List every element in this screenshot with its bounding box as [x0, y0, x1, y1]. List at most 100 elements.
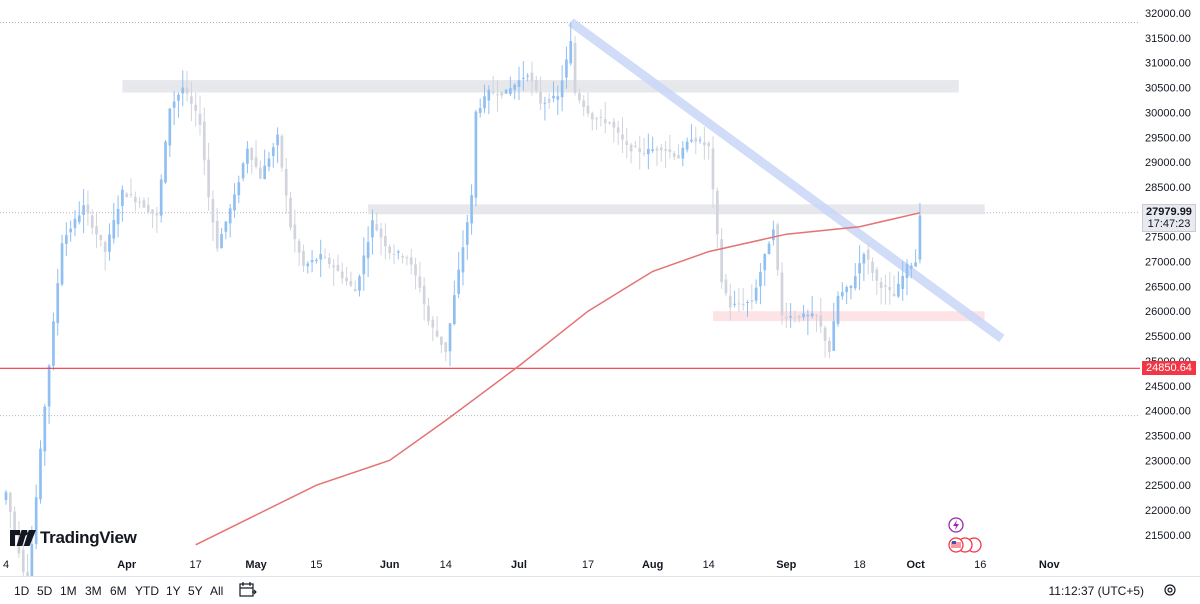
time-axis-tick-label: 4 — [3, 559, 9, 571]
time-axis-tick-label: 16 — [974, 559, 986, 571]
candle-body — [871, 261, 874, 274]
candle-body — [190, 96, 193, 104]
time-axis-tick-label: Apr — [117, 559, 137, 571]
candle-body — [909, 265, 913, 269]
range-all-button[interactable]: All — [210, 584, 224, 598]
candle-body — [121, 189, 124, 207]
tradingview-logo[interactable]: TradingView — [10, 527, 137, 549]
price-axis-tick-label: 29500.00 — [1145, 132, 1191, 144]
candle-body — [500, 91, 504, 96]
candle-body — [767, 243, 771, 255]
candle-body — [315, 259, 318, 261]
price-axis-tick-label: 23000.00 — [1145, 455, 1191, 467]
candle-body — [819, 315, 823, 327]
price-axis-tick-label: 32000.00 — [1145, 8, 1191, 20]
candle-body — [741, 303, 745, 306]
price-axis-tick-label: 24500.00 — [1145, 381, 1191, 393]
candle-body — [263, 165, 266, 179]
clock-timezone[interactable]: 11:12:37 (UTC+5) — [1048, 584, 1145, 598]
candle-body — [138, 201, 141, 203]
candle-body — [276, 134, 279, 146]
candle-body — [862, 254, 866, 264]
candle-body — [284, 168, 288, 196]
price-axis-tick-label: 26000.00 — [1145, 306, 1191, 318]
candle-body — [513, 84, 517, 90]
horizontal-line-price-label: 24850.64 — [1142, 361, 1196, 375]
range-1m-button[interactable]: 1M — [60, 584, 77, 598]
candle-body — [60, 243, 64, 285]
support-zone-pink — [713, 311, 985, 322]
candle-body — [77, 215, 81, 222]
candle-body — [353, 288, 357, 292]
time-axis-tick-label: 18 — [853, 559, 865, 571]
candle-body — [310, 260, 314, 263]
price-axis[interactable]: 32000.00 31500.00 31000.00 30500.00 30000.00… — [1145, 8, 1191, 542]
candle-body — [509, 88, 512, 94]
range-5d-button[interactable]: 5D — [37, 584, 53, 598]
candle-body — [30, 543, 34, 576]
candle-body — [647, 148, 650, 155]
candle-body — [246, 148, 249, 164]
candle-body — [267, 158, 271, 167]
candle-body — [39, 448, 42, 500]
candle-body — [43, 406, 47, 452]
candle-body — [754, 287, 758, 301]
candle-body — [155, 213, 159, 216]
candle-body — [659, 147, 663, 151]
range-5y-button[interactable]: 5Y — [188, 584, 203, 598]
candle-body — [164, 141, 167, 183]
candle-body — [422, 285, 426, 305]
us-flag-events-icon[interactable] — [948, 537, 982, 553]
candle-body — [797, 315, 801, 319]
candle-body — [784, 317, 788, 319]
candle-body — [241, 163, 245, 179]
candle-body — [884, 285, 887, 287]
candle-body — [8, 492, 12, 512]
candle-body — [172, 101, 176, 108]
candle-body — [405, 257, 409, 259]
candle-body — [586, 105, 590, 114]
price-chart[interactable]: 32000.00 31500.00 31000.00 30500.00 30000.00… — [0, 0, 1200, 576]
time-axis-tick-label: 17 — [190, 559, 202, 571]
candle-body — [789, 315, 792, 318]
range-1d-button[interactable]: 1D — [14, 584, 30, 598]
range-1y-button[interactable]: 1Y — [166, 584, 181, 598]
gear-icon[interactable] — [1163, 583, 1177, 597]
time-axis-tick-label: Nov — [1039, 559, 1061, 571]
price-axis-tick-label: 30000.00 — [1145, 107, 1191, 119]
time-axis-tick-label: Aug — [642, 559, 663, 571]
candle-body — [759, 271, 762, 287]
event-markers[interactable] — [946, 515, 986, 555]
price-axis-tick-label: 24000.00 — [1145, 406, 1191, 418]
range-3m-button[interactable]: 3M — [85, 584, 102, 598]
candle-body — [280, 135, 284, 168]
time-axis-tick-label: 17 — [582, 559, 594, 571]
candle-body — [336, 264, 340, 271]
bar-countdown: 17:47:23 — [1147, 218, 1191, 230]
candle-body — [496, 94, 499, 96]
candle-body — [737, 303, 741, 305]
price-axis-tick-label: 31500.00 — [1145, 33, 1191, 45]
candle-body — [371, 220, 374, 238]
candle-body — [539, 91, 542, 104]
go-to-date-calendar-icon[interactable] — [238, 581, 258, 599]
candle-body — [293, 224, 297, 240]
candle-body — [73, 218, 77, 229]
candle-body — [142, 200, 146, 208]
candle-body — [392, 253, 396, 255]
candle-body — [271, 147, 275, 156]
candle-body — [698, 139, 702, 141]
price-axis-tick-label: 22500.00 — [1145, 480, 1191, 492]
time-axis-tick-label: 15 — [310, 559, 322, 571]
time-axis[interactable]: 4 Apr 17 May 15 Jun 14 Jul 17 Aug 14 Sep 18 Oct 16 Nov — [3, 559, 1061, 571]
range-ytd-button[interactable]: YTD — [135, 584, 159, 598]
candle-body — [379, 228, 383, 238]
candle-body — [103, 242, 107, 252]
candle-body — [95, 226, 98, 235]
candle-body — [289, 198, 292, 228]
candle-body — [517, 80, 521, 88]
candle-body — [504, 89, 508, 94]
range-6m-button[interactable]: 6M — [110, 584, 127, 598]
candle-body — [573, 42, 577, 93]
candle-body — [521, 77, 525, 79]
